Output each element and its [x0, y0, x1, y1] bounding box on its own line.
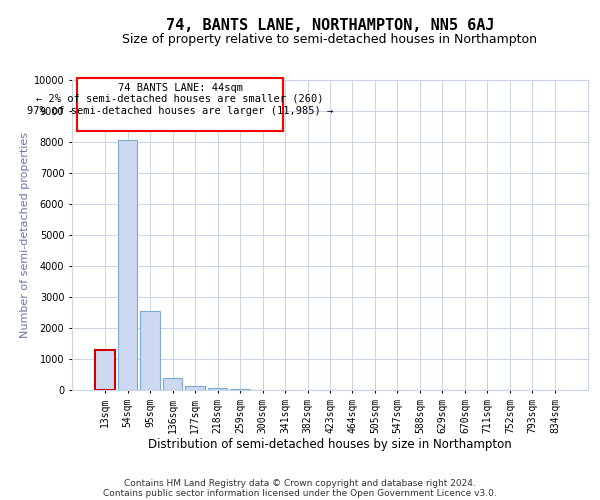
Bar: [118, 140, 137, 390]
Bar: [208, 388, 227, 390]
Text: 97% of semi-detached houses are larger (11,985) →: 97% of semi-detached houses are larger (…: [27, 106, 333, 116]
Text: Contains HM Land Registry data © Crown copyright and database right 2024.: Contains HM Land Registry data © Crown c…: [124, 478, 476, 488]
Bar: [163, 378, 182, 390]
X-axis label: Distribution of semi-detached houses by size in Northampton: Distribution of semi-detached houses by …: [148, 438, 512, 452]
Bar: [140, 312, 160, 390]
Text: 74, BANTS LANE, NORTHAMPTON, NN5 6AJ: 74, BANTS LANE, NORTHAMPTON, NN5 6AJ: [166, 18, 494, 32]
Text: Size of property relative to semi-detached houses in Northampton: Size of property relative to semi-detach…: [122, 32, 538, 46]
Text: Contains public sector information licensed under the Open Government Licence v3: Contains public sector information licen…: [103, 488, 497, 498]
Text: 74 BANTS LANE: 44sqm: 74 BANTS LANE: 44sqm: [118, 83, 242, 93]
Text: ← 2% of semi-detached houses are smaller (260): ← 2% of semi-detached houses are smaller…: [37, 94, 324, 104]
Y-axis label: Number of semi-detached properties: Number of semi-detached properties: [20, 132, 29, 338]
Bar: [185, 386, 205, 390]
FancyBboxPatch shape: [77, 78, 283, 131]
Bar: [95, 350, 115, 390]
